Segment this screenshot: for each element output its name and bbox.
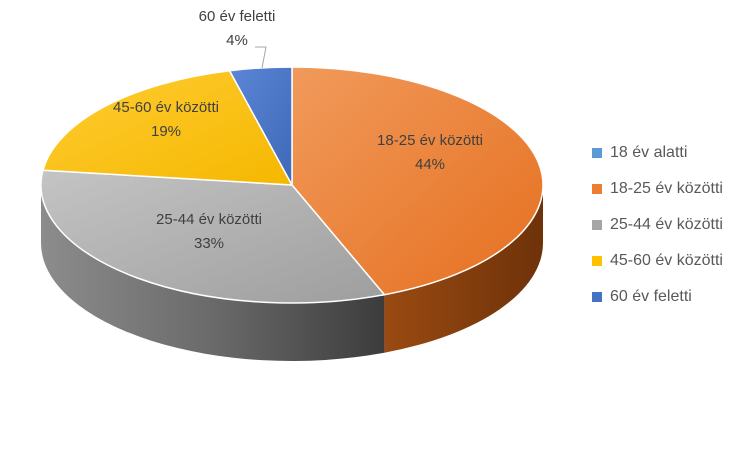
legend-label: 60 év feletti	[610, 288, 692, 305]
legend-item-over-60: 60 év feletti	[592, 286, 723, 308]
pie-sides	[41, 185, 544, 361]
legend-swatch	[592, 292, 602, 302]
legend-swatch	[592, 148, 602, 158]
pie-data-labels: 18-25 év közötti 44% 25-44 év közötti 33% 45…	[113, 8, 483, 252]
legend-label: 25-44 év közötti	[610, 216, 723, 233]
pie-side-25-44	[41, 185, 385, 361]
data-label-category-18-25: 18-25 év közötti	[377, 132, 483, 149]
data-label-category-25-44: 25-44 év közötti	[156, 211, 262, 228]
legend-label: 18-25 év közötti	[610, 180, 723, 197]
pie-slice-18-25	[291, 66, 544, 296]
pie-slice-25-44	[40, 169, 386, 304]
data-label-value-over-60: 4%	[226, 32, 248, 49]
data-label-category-45-60: 45-60 év közötti	[113, 99, 219, 116]
leader-line-over-60	[255, 46, 267, 69]
legend-label: 45-60 év közötti	[610, 252, 723, 269]
data-label-value-18-25: 44%	[415, 156, 445, 173]
data-label-value-45-60: 19%	[151, 123, 181, 140]
legend-item-under-18: 18 év alatti	[592, 142, 723, 164]
pie-slice-over-60	[228, 66, 293, 186]
pie-side-18-25	[384, 185, 544, 353]
legend-swatch	[592, 184, 602, 194]
data-label-category-over-60: 60 év feletti	[199, 8, 276, 25]
legend-swatch	[592, 220, 602, 230]
pie-slice-45-60	[42, 69, 293, 186]
legend-item-25-44: 25-44 év közötti	[592, 214, 723, 236]
chart-legend: 18 év alatti 18-25 év közötti 25-44 év k…	[592, 142, 723, 308]
data-label-value-25-44: 33%	[194, 235, 224, 252]
legend-swatch	[592, 256, 602, 266]
legend-item-45-60: 45-60 év közötti	[592, 250, 723, 272]
legend-item-18-25: 18-25 év közötti	[592, 178, 723, 200]
legend-label: 18 év alatti	[610, 144, 688, 161]
pie-slices	[40, 66, 544, 304]
